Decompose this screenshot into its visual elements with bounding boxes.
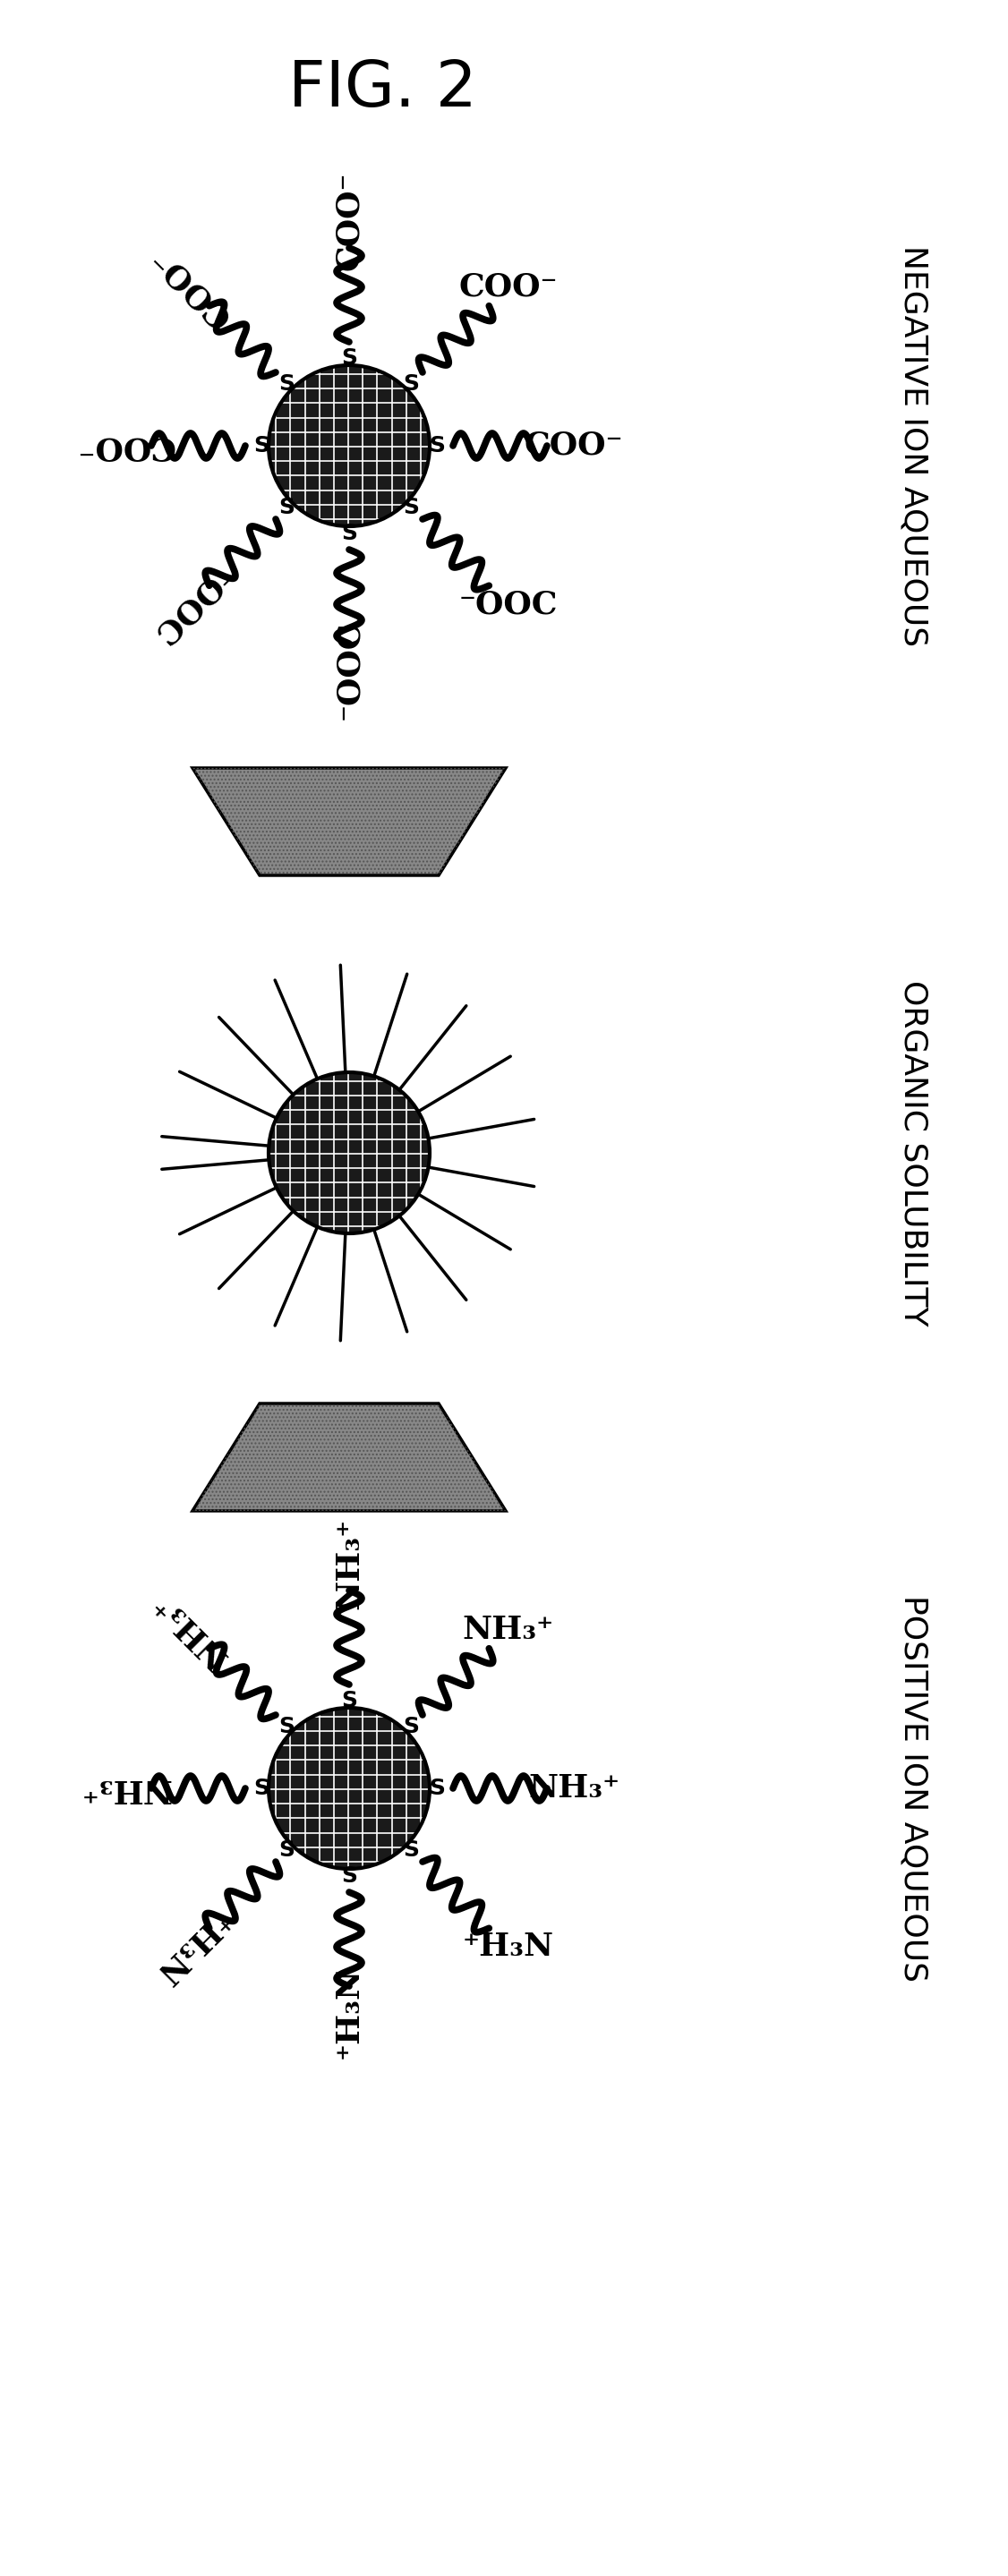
Text: NH₃⁺: NH₃⁺ bbox=[147, 1587, 233, 1672]
Text: COO⁻: COO⁻ bbox=[75, 430, 174, 461]
Text: NEGATIVE ION AQUEOUS: NEGATIVE ION AQUEOUS bbox=[898, 245, 928, 647]
Text: S: S bbox=[341, 1690, 357, 1710]
Text: S: S bbox=[279, 1716, 295, 1736]
Text: COO⁻: COO⁻ bbox=[524, 430, 623, 461]
Circle shape bbox=[268, 1708, 429, 1870]
Polygon shape bbox=[193, 768, 506, 876]
Text: S: S bbox=[253, 1777, 269, 1798]
Text: ⁺H₃N: ⁺H₃N bbox=[334, 1968, 364, 2058]
Text: ORGANIC SOLUBILITY: ORGANIC SOLUBILITY bbox=[898, 979, 928, 1327]
Text: S: S bbox=[253, 435, 269, 456]
Text: S: S bbox=[403, 1716, 419, 1736]
Text: ⁺H₃N: ⁺H₃N bbox=[463, 1932, 553, 1963]
Circle shape bbox=[268, 366, 429, 526]
Text: ⁻OOC: ⁻OOC bbox=[459, 590, 557, 621]
Text: COO⁻: COO⁻ bbox=[334, 173, 364, 270]
Text: S: S bbox=[341, 523, 357, 544]
Text: S: S bbox=[403, 374, 419, 394]
Text: COO⁻: COO⁻ bbox=[459, 270, 557, 301]
Text: FIG. 2: FIG. 2 bbox=[288, 59, 478, 121]
Text: COO⁻: COO⁻ bbox=[144, 242, 236, 332]
Text: NH₃⁺: NH₃⁺ bbox=[463, 1615, 553, 1643]
Text: NH₃⁺: NH₃⁺ bbox=[79, 1772, 170, 1803]
Text: POSITIVE ION AQUEOUS: POSITIVE ION AQUEOUS bbox=[898, 1595, 928, 1981]
Text: S: S bbox=[279, 374, 295, 394]
Text: S: S bbox=[403, 1839, 419, 1860]
Circle shape bbox=[268, 1072, 429, 1234]
Text: S: S bbox=[341, 348, 357, 368]
Text: ⁻OOC: ⁻OOC bbox=[334, 621, 364, 719]
Text: S: S bbox=[341, 1865, 357, 1886]
Text: S: S bbox=[428, 435, 445, 456]
Text: S: S bbox=[279, 1839, 295, 1860]
Text: S: S bbox=[279, 497, 295, 518]
Text: NH₃⁺: NH₃⁺ bbox=[528, 1772, 620, 1803]
Text: ⁺H₃N: ⁺H₃N bbox=[147, 1904, 233, 1991]
Text: S: S bbox=[403, 497, 419, 518]
Polygon shape bbox=[193, 1404, 506, 1512]
Text: S: S bbox=[428, 1777, 445, 1798]
Text: NH₃⁺: NH₃⁺ bbox=[334, 1517, 364, 1610]
Text: ⁻OOC: ⁻OOC bbox=[144, 559, 236, 649]
